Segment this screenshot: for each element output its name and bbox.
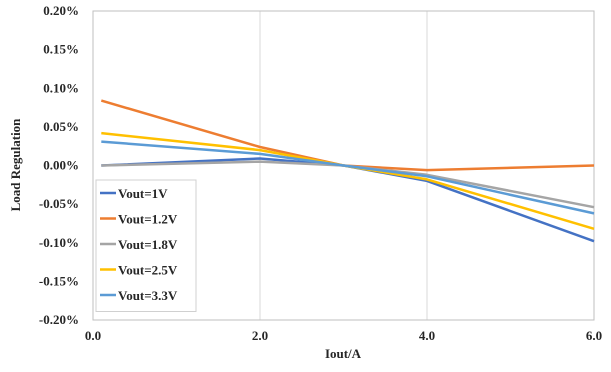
x-tick-label: 2.0 [252, 328, 268, 343]
legend-label: Vout=2.5V [118, 263, 178, 278]
x-axis-title: Iout/A [325, 346, 362, 361]
y-tick-label: 0.10% [43, 80, 79, 95]
y-tick-label: 0.15% [43, 42, 79, 57]
vertical-gridlines [259, 11, 428, 320]
legend-box [95, 179, 197, 312]
x-axis-tick-labels: 0.0 2.0 4.0 6.0 [85, 328, 602, 343]
y-tick-label: 0.00% [43, 158, 79, 173]
x-tick-label: 0.0 [85, 328, 101, 343]
legend: Vout=1V Vout=1.2V Vout=1.8V Vout=2.5V Vout=3… [95, 179, 197, 312]
y-axis-tick-labels: 0.20% 0.15% 0.10% 0.05% 0.00% -0.05% -0.10% -0.… [39, 3, 79, 327]
series-line-5 [101, 140, 595, 215]
y-tick-label: 0.05% [43, 119, 79, 134]
x-tick-label: 6.0 [586, 328, 602, 343]
y-tick-label: -0.20% [39, 312, 79, 327]
y-tick-label: -0.05% [39, 196, 79, 211]
x-tick-label: 4.0 [419, 328, 435, 343]
legend-label: Vout=3.3V [118, 288, 178, 303]
y-tick-label: -0.15% [39, 273, 79, 288]
legend-label: Vout=1.2V [118, 212, 178, 227]
legend-label: Vout=1V [118, 186, 168, 201]
y-axis-title: Load Regulation [8, 118, 23, 212]
legend-label: Vout=1.8V [118, 237, 178, 252]
y-tick-label: 0.20% [43, 3, 79, 18]
y-tick-label: -0.10% [39, 235, 79, 250]
series-lines [100, 99, 595, 243]
